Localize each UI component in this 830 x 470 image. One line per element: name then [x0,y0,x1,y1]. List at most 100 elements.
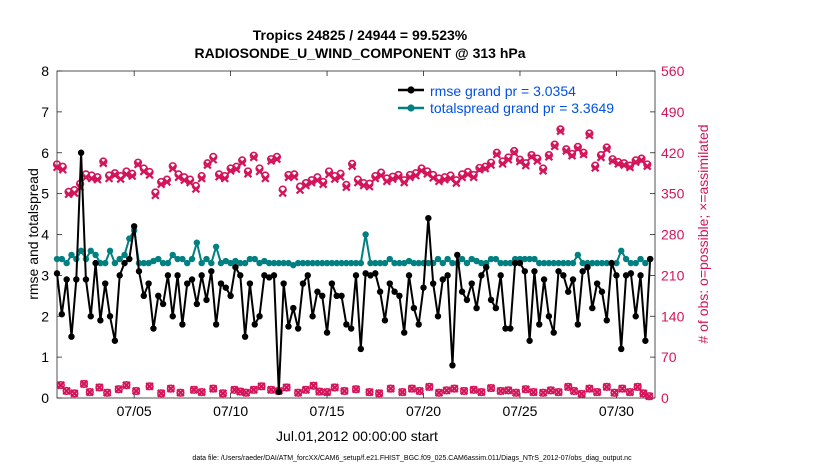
obs-low-assimilated-marker [459,386,469,396]
obs-low-possible-marker [486,383,496,393]
obs-assimilated-marker [533,156,542,166]
rmse-point [420,284,427,291]
x-axis-tick-label: 07/05 [117,403,152,419]
obs-low-assimilated-marker [330,383,339,392]
rmse-line [56,151,652,393]
obs-low-assimilated-marker [340,386,349,396]
rmse-point [468,280,475,287]
totalspread-point [232,257,239,265]
rmse-point [386,280,393,287]
legend-spread-label: totalspread grand pr = 3.3649 [430,100,614,116]
obs-low-possible-marker [56,381,65,390]
totalspread-point [569,259,577,267]
obs-low-possible-marker [241,388,251,397]
rmse-point [478,272,485,279]
totalspread-point [362,231,369,238]
rmse-point [492,304,500,312]
rmse-point [362,270,369,277]
rmse-point [319,292,326,300]
totalspread-point [449,259,456,267]
totalspread-point [540,259,548,267]
rmse-point [415,321,422,328]
totalspread-point [92,251,99,259]
obs-low-assimilated-marker [645,392,654,401]
rmse-point [425,214,432,222]
left-axis-tick-label: 0 [41,390,49,406]
totalspread-point [270,259,278,267]
obs-assimilated-marker [492,150,501,159]
obs-low-assimilated-marker [166,384,175,393]
totalspread-point [179,255,186,263]
totalspread-point [159,259,167,267]
chart-title-line1: Tropics 24825 / 24944 = 99.523% [253,27,468,43]
obs-low-assimilated-marker [301,385,311,395]
rmse-point [265,274,273,281]
rmse-point [429,280,437,287]
totalspread-point [241,259,249,267]
obs-low-possible-marker [577,389,586,399]
rmse-point [357,345,365,353]
obs-low-assimilated-marker [114,385,123,394]
rmse-point [174,272,181,279]
obs-low-assimilated-marker [322,387,332,397]
obs-low-possible-marker [166,384,175,393]
obs-assimilated-marker [261,174,270,183]
x-axis-tick-label: 07/15 [310,403,345,419]
obs-low-possible-marker [301,385,310,394]
rmse-point [270,272,278,279]
rmse-point [87,313,94,320]
obs-assimilated-marker [596,153,606,162]
totalspread-point [208,259,215,267]
totalspread-point [410,259,418,267]
totalspread-point [401,259,408,267]
obs-assimilated-marker [556,126,565,136]
totalspread-point [622,255,630,263]
totalspread-point [222,257,229,265]
x-axis-tick-label: 07/30 [599,403,634,419]
rmse-point [217,280,225,287]
totalspread-point [386,255,393,263]
rmse-point [102,280,109,287]
obs-low-possible-marker [249,385,258,394]
rmse-point [53,270,61,277]
obs-low-assimilated-marker [241,388,251,397]
rmse-point [208,268,215,275]
obs-assimilated-marker [481,164,490,173]
totalspread-point [217,259,225,267]
rmse-point [285,323,292,330]
totalspread-point [126,235,133,242]
totalspread-point [627,259,635,267]
rmse-point [251,321,258,328]
rmse-point [613,272,620,279]
totalspread-point [347,259,355,267]
rmse-point [589,304,596,312]
legend: rmse grand pr = 3.0354 totalspread grand… [398,83,614,116]
rmse-point [593,280,601,287]
totalspread-point [637,255,644,263]
obs-low-possible-marker [645,392,654,401]
obs-low-assimilated-marker [398,387,407,397]
obs-low-assimilated-marker [434,388,444,397]
totalspread-point [212,243,220,250]
rmse-point [169,313,176,320]
obs-low-assimilated-marker [218,389,228,398]
plot-area [56,70,656,399]
rmse-point [63,276,70,283]
obs-low-possible-marker [425,382,434,392]
totalspread-point [367,259,374,267]
obs-assimilated-marker [591,163,600,173]
totalspread-point [603,259,610,267]
rmse-point [381,317,389,324]
rmse-point [516,259,524,267]
obs-assimilated-marker [168,164,177,173]
obs-assimilated-marker [156,180,166,189]
obs-assimilated-marker [220,174,230,183]
obs-assimilated-marker [243,169,253,178]
rmse-point [179,321,186,328]
rmse-point [275,388,283,396]
totalspread-point [333,259,340,267]
rmse-point [458,288,466,295]
totalspread-point [526,255,533,263]
totalspread-point [77,247,85,255]
